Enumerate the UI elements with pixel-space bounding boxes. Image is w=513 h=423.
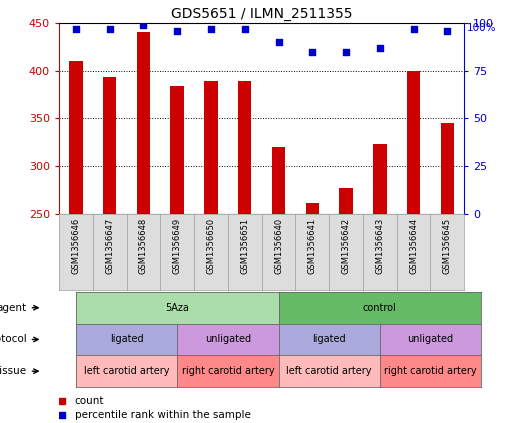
Bar xyxy=(373,144,387,214)
Text: tissue: tissue xyxy=(0,366,27,376)
Bar xyxy=(339,188,353,214)
Text: left carotid artery: left carotid artery xyxy=(84,366,169,376)
Bar xyxy=(441,123,454,214)
Bar xyxy=(204,81,218,214)
Bar xyxy=(136,32,150,214)
Bar xyxy=(272,147,285,214)
Bar xyxy=(306,203,319,214)
Title: GDS5651 / ILMN_2511355: GDS5651 / ILMN_2511355 xyxy=(171,7,352,21)
Text: GSM1356648: GSM1356648 xyxy=(139,217,148,274)
Text: right carotid artery: right carotid artery xyxy=(384,366,477,376)
Text: unligated: unligated xyxy=(407,335,453,344)
Text: GSM1356644: GSM1356644 xyxy=(409,217,418,274)
Text: percentile rank within the sample: percentile rank within the sample xyxy=(74,410,250,420)
Point xyxy=(140,22,148,29)
Point xyxy=(274,39,283,46)
Bar xyxy=(69,61,83,214)
Point xyxy=(376,45,384,52)
Text: 5Aza: 5Aza xyxy=(165,303,189,313)
Point xyxy=(106,26,114,33)
Text: GSM1356642: GSM1356642 xyxy=(342,217,350,274)
Point xyxy=(342,49,350,55)
Text: unligated: unligated xyxy=(205,335,251,344)
Point xyxy=(173,27,181,34)
Point xyxy=(409,26,418,33)
Text: control: control xyxy=(363,303,397,313)
Text: protocol: protocol xyxy=(0,335,27,344)
Text: GSM1356643: GSM1356643 xyxy=(376,217,384,274)
Text: GSM1356645: GSM1356645 xyxy=(443,217,452,274)
Point xyxy=(241,26,249,33)
Point xyxy=(72,26,80,33)
Text: GSM1356651: GSM1356651 xyxy=(240,217,249,274)
Bar xyxy=(407,71,420,214)
Bar xyxy=(170,86,184,214)
Point xyxy=(58,412,66,418)
Text: right carotid artery: right carotid artery xyxy=(182,366,274,376)
Text: ligated: ligated xyxy=(312,335,346,344)
Text: 100%: 100% xyxy=(467,23,497,33)
Text: GSM1356649: GSM1356649 xyxy=(173,217,182,274)
Text: ligated: ligated xyxy=(110,335,143,344)
Text: left carotid artery: left carotid artery xyxy=(286,366,372,376)
Text: agent: agent xyxy=(0,303,27,313)
Text: GSM1356641: GSM1356641 xyxy=(308,217,317,274)
Point xyxy=(308,49,317,55)
Bar xyxy=(238,81,251,214)
Point xyxy=(58,398,66,404)
Point xyxy=(207,26,215,33)
Text: GSM1356640: GSM1356640 xyxy=(274,217,283,274)
Point xyxy=(443,27,451,34)
Text: count: count xyxy=(74,396,104,406)
Bar xyxy=(103,77,116,214)
Text: GSM1356650: GSM1356650 xyxy=(206,217,215,274)
Text: GSM1356647: GSM1356647 xyxy=(105,217,114,274)
Text: GSM1356646: GSM1356646 xyxy=(71,217,81,274)
